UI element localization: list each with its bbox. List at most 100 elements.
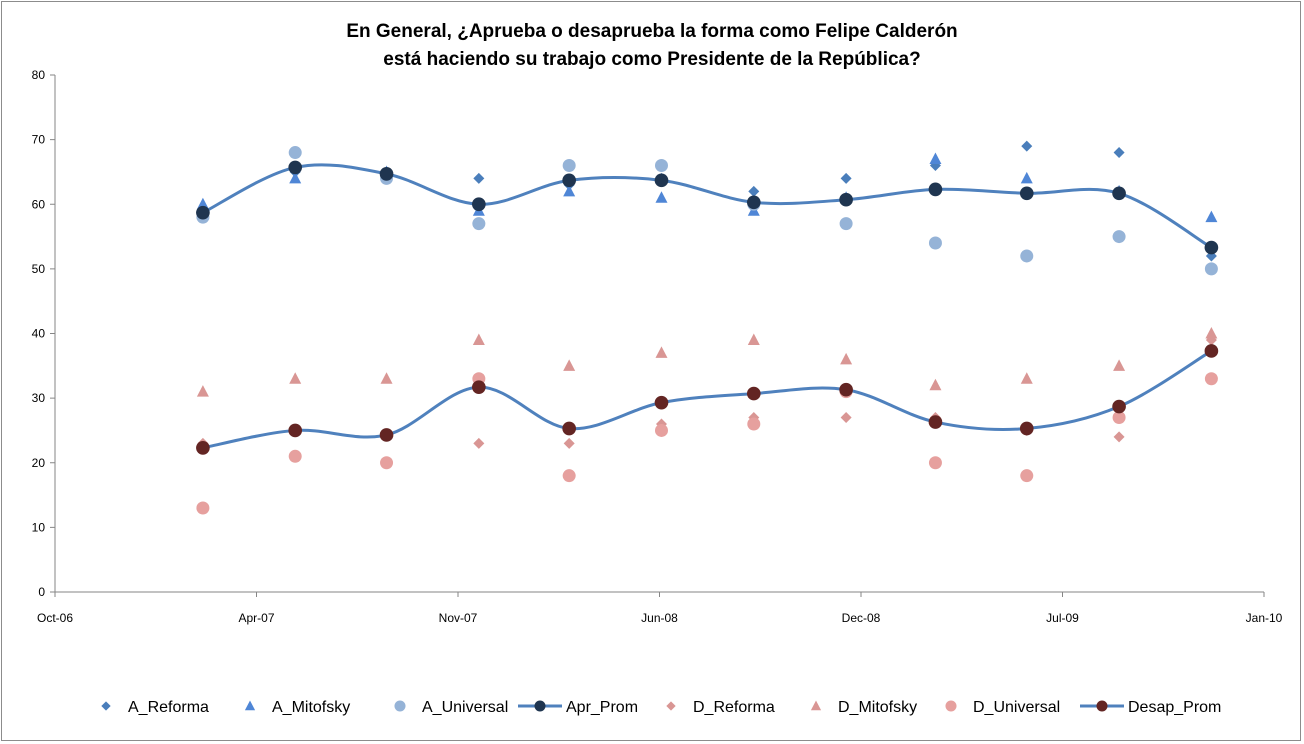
legend-label: A_Reforma [128, 699, 209, 716]
series-d-reforma [197, 334, 1217, 469]
data-point [196, 441, 210, 455]
legend-item-a-reforma: A_Reforma [101, 699, 209, 716]
legend-marker [810, 700, 822, 711]
data-point [1020, 249, 1034, 263]
legend-label: D_Mitofsky [838, 699, 917, 716]
y-tick-label: 80 [32, 68, 46, 82]
data-point [748, 185, 760, 197]
data-point [840, 172, 852, 184]
chart-title: En General, ¿Aprueba o desaprueba la for… [0, 18, 1304, 74]
data-point [654, 158, 668, 172]
y-tick-label: 50 [32, 262, 46, 276]
legend-label: A_Mitofsky [272, 699, 350, 716]
legend-marker [945, 700, 957, 712]
x-tick-label: Dec-08 [842, 611, 881, 625]
x-tick-label: Jan-10 [1246, 611, 1283, 625]
data-point [928, 415, 943, 429]
series-d-universal [196, 372, 1218, 515]
data-point [839, 382, 853, 397]
y-tick-label: 10 [32, 520, 46, 534]
series-apr-prom [196, 160, 1219, 255]
x-tick-label: Jul-09 [1046, 611, 1079, 625]
legend-label: Desap_Prom [1128, 699, 1221, 716]
y-tick-label: 70 [32, 133, 46, 147]
data-point [655, 346, 668, 358]
y-tick-label: 40 [32, 327, 46, 341]
data-point [1020, 372, 1033, 384]
series-a-universal [196, 146, 1218, 276]
data-point [288, 160, 303, 175]
data-point [1112, 186, 1126, 201]
data-point [1113, 431, 1125, 443]
data-point [840, 412, 852, 424]
data-point [928, 456, 942, 470]
data-point [655, 191, 668, 203]
data-point [654, 423, 668, 437]
x-tick-label: Oct-06 [37, 611, 73, 625]
data-point [562, 421, 576, 436]
data-point [1204, 262, 1218, 276]
legend-marker [101, 701, 111, 711]
data-point [929, 378, 942, 391]
legend-marker [244, 700, 256, 711]
chart-title-line-1: En General, ¿Aprueba o desaprueba la for… [346, 21, 958, 42]
x-tick-label: Apr-07 [238, 611, 274, 625]
data-point [1113, 359, 1126, 371]
data-point [929, 152, 942, 165]
x-tick-label: Jun-08 [641, 611, 678, 625]
series-line [202, 163, 1213, 249]
series-line [202, 349, 1213, 450]
data-point [472, 217, 486, 231]
series-desap-prom [196, 344, 1219, 455]
data-point [1019, 186, 1034, 201]
data-point [1205, 327, 1218, 339]
data-point [1112, 411, 1126, 425]
x-tick-label: Nov-07 [439, 611, 478, 625]
data-point [563, 184, 576, 197]
legend-label: D_Universal [973, 699, 1060, 716]
data-point [288, 449, 302, 463]
data-point [380, 372, 393, 384]
legend-item-d-reforma: D_Reforma [666, 699, 775, 716]
legend-item-d-mitofsky: D_Mitofsky [810, 699, 917, 716]
data-point [289, 171, 302, 184]
legend-item-d-universal: D_Universal [945, 699, 1060, 716]
data-point [562, 158, 576, 172]
data-point [562, 173, 576, 188]
data-point [562, 469, 576, 483]
data-point [1019, 421, 1034, 436]
data-point [1112, 399, 1126, 414]
data-point [928, 182, 943, 197]
data-point [196, 501, 210, 515]
y-tick-label: 30 [32, 391, 46, 405]
data-point [928, 236, 942, 250]
legend-item-a-mitofsky: A_Mitofsky [244, 699, 350, 716]
data-point [1112, 230, 1126, 244]
y-tick-label: 60 [32, 197, 46, 211]
legend-item-apr-prom: Apr_Prom [518, 699, 638, 716]
data-point [472, 333, 485, 345]
data-point [1204, 240, 1219, 255]
data-point [654, 173, 669, 188]
series-d-mitofsky [196, 327, 1218, 397]
data-point [1204, 372, 1218, 386]
data-point [196, 197, 209, 210]
y-tick-label: 0 [38, 585, 45, 599]
legend-marker [534, 700, 546, 712]
data-point [379, 167, 394, 181]
data-point [472, 380, 486, 394]
legend-label: D_Reforma [693, 699, 775, 716]
data-point [380, 456, 394, 470]
data-point [839, 192, 853, 207]
legend-item-desap-prom: Desap_Prom [1080, 699, 1221, 716]
data-point [1021, 140, 1033, 152]
data-point [1020, 171, 1033, 184]
legend-item-a-universal: A_Universal [394, 699, 508, 716]
data-point [840, 352, 853, 365]
data-point [288, 146, 302, 160]
data-point [1020, 469, 1034, 483]
data-point [473, 437, 485, 449]
data-point [1204, 344, 1219, 358]
data-point [563, 437, 575, 449]
